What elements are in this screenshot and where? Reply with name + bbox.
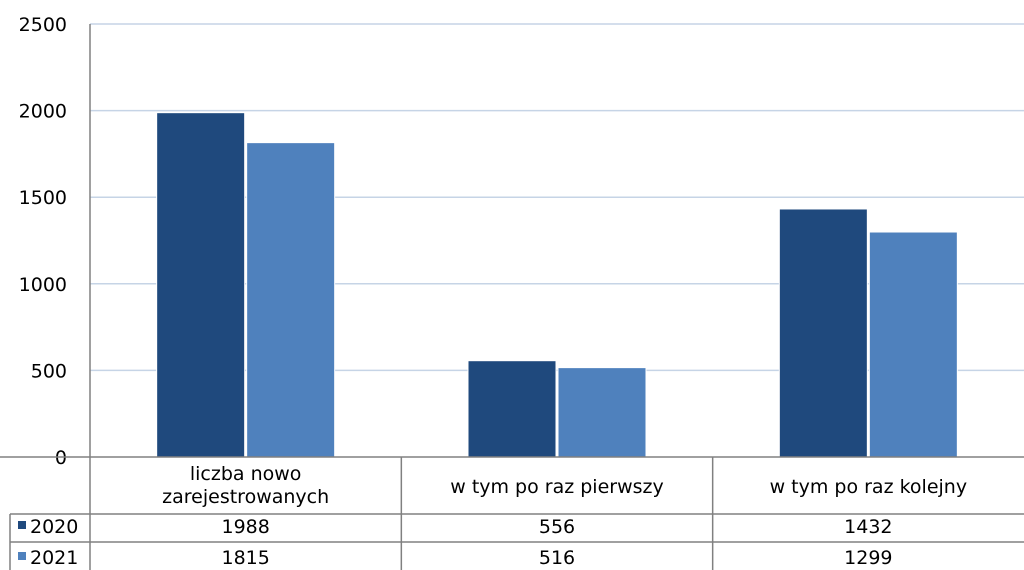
y-tick-label: 0 [55, 447, 67, 469]
bar-2020-1 [156, 112, 246, 458]
bar-2020-3 [778, 208, 868, 458]
category-label: w tym po raz kolejny [770, 476, 968, 498]
bar-2021-2 [557, 367, 647, 458]
legend-label-2021: 2021 [30, 547, 78, 569]
legend-key-2021 [18, 552, 26, 560]
bar-2021-1 [246, 142, 336, 458]
legend-key-2020 [18, 521, 26, 529]
y-tick-label: 1000 [19, 274, 67, 296]
data-label: 516 [539, 547, 575, 569]
y-tick-label: 2500 [19, 14, 67, 36]
data-label: 1432 [844, 516, 892, 538]
data-label: 1299 [844, 547, 892, 569]
gridlines [90, 23, 1024, 372]
data-label: 556 [539, 516, 575, 538]
legend-label-2020: 2020 [30, 516, 78, 538]
data-table: liczba nowo zarejestrowanych w tym po raz … [9, 457, 1024, 570]
y-axis-ticks: 0 500 1000 1500 2000 2500 [19, 14, 67, 469]
bars [156, 112, 958, 458]
y-tick-label: 2000 [19, 101, 67, 123]
bar-2020-2 [467, 360, 557, 458]
axes [0, 24, 1024, 570]
category-label: w tym po raz pierwszy [450, 476, 664, 498]
y-tick-label: 500 [31, 360, 67, 382]
y-tick-label: 1500 [19, 187, 67, 209]
data-label: 1988 [221, 516, 269, 538]
category-label: liczba nowo zarejestrowanych [162, 463, 329, 508]
bar-2021-3 [868, 231, 958, 458]
data-label: 1815 [221, 547, 269, 569]
